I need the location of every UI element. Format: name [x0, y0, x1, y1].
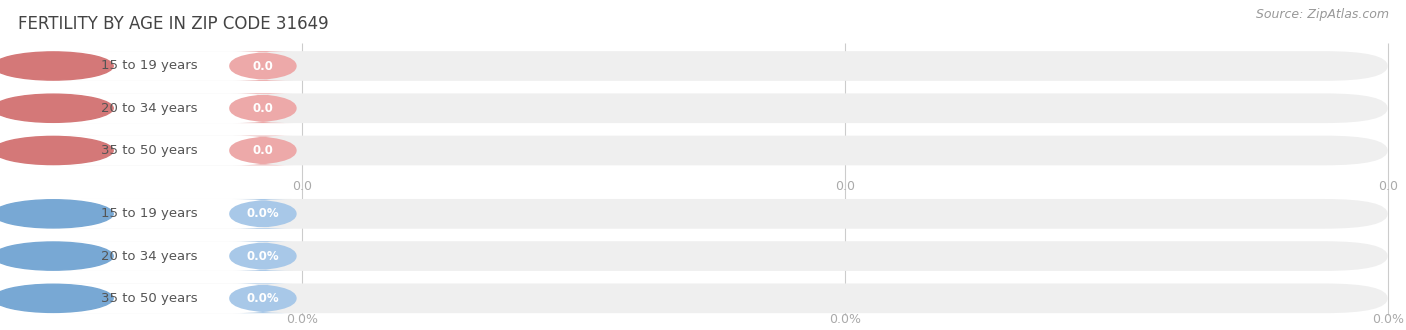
Circle shape [0, 52, 112, 80]
FancyBboxPatch shape [18, 283, 292, 313]
FancyBboxPatch shape [229, 241, 297, 271]
Text: FERTILITY BY AGE IN ZIP CODE 31649: FERTILITY BY AGE IN ZIP CODE 31649 [18, 15, 329, 33]
FancyBboxPatch shape [18, 199, 1388, 229]
Text: 0.0%: 0.0% [246, 207, 280, 220]
FancyBboxPatch shape [18, 93, 1388, 123]
FancyBboxPatch shape [18, 241, 1388, 271]
Text: 15 to 19 years: 15 to 19 years [101, 207, 197, 220]
Text: 0.0: 0.0 [253, 144, 273, 157]
Text: 0.0: 0.0 [292, 180, 312, 193]
Text: 20 to 34 years: 20 to 34 years [101, 249, 197, 263]
Circle shape [0, 200, 112, 228]
Text: 0.0: 0.0 [835, 180, 855, 193]
FancyBboxPatch shape [229, 51, 297, 81]
FancyBboxPatch shape [229, 93, 297, 123]
Circle shape [0, 284, 112, 313]
FancyBboxPatch shape [18, 241, 292, 271]
Circle shape [0, 136, 112, 165]
Text: 35 to 50 years: 35 to 50 years [101, 144, 197, 157]
Text: 0.0%: 0.0% [1372, 313, 1403, 326]
Text: 0.0%: 0.0% [287, 313, 318, 326]
FancyBboxPatch shape [229, 199, 297, 229]
FancyBboxPatch shape [18, 283, 1388, 313]
FancyBboxPatch shape [18, 93, 292, 123]
FancyBboxPatch shape [18, 51, 292, 81]
FancyBboxPatch shape [229, 283, 297, 313]
Circle shape [0, 242, 112, 270]
Text: 0.0%: 0.0% [246, 292, 280, 305]
Text: 0.0: 0.0 [1378, 180, 1398, 193]
Text: 0.0: 0.0 [253, 59, 273, 73]
Text: 35 to 50 years: 35 to 50 years [101, 292, 197, 305]
Text: 0.0%: 0.0% [246, 249, 280, 263]
Text: 15 to 19 years: 15 to 19 years [101, 59, 197, 73]
FancyBboxPatch shape [18, 136, 292, 165]
FancyBboxPatch shape [18, 199, 292, 229]
FancyBboxPatch shape [18, 136, 1388, 165]
Text: Source: ZipAtlas.com: Source: ZipAtlas.com [1256, 8, 1389, 21]
FancyBboxPatch shape [18, 51, 1388, 81]
FancyBboxPatch shape [229, 136, 297, 165]
Text: 20 to 34 years: 20 to 34 years [101, 102, 197, 115]
Text: 0.0%: 0.0% [830, 313, 860, 326]
Text: 0.0: 0.0 [253, 102, 273, 115]
Circle shape [0, 94, 112, 122]
